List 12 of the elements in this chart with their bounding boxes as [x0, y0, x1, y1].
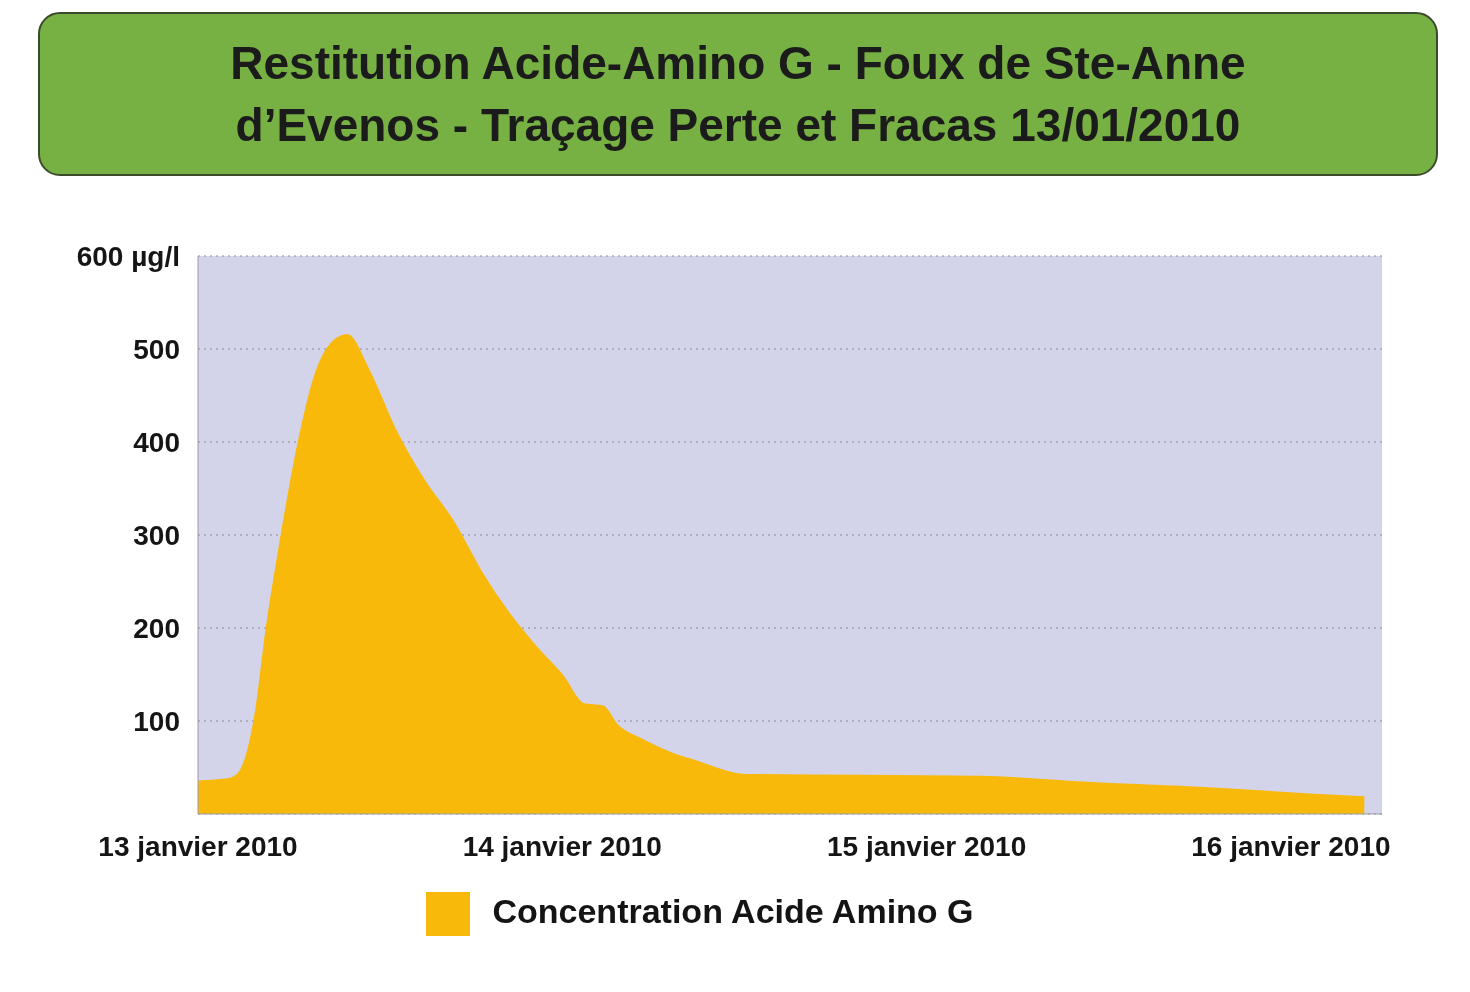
legend-label: Concentration Acide Amino G [492, 891, 974, 930]
x-tick-label: 14 janvier 2010 [462, 830, 662, 862]
y-tick-label: 300 [133, 519, 180, 551]
y-tick-label: 600 µg/l [76, 240, 180, 272]
y-tick-label: 500 [133, 333, 180, 365]
x-tick-label: 16 janvier 2010 [1191, 830, 1391, 862]
y-tick-label: 400 [133, 426, 180, 458]
chart-title: Restitution Acide-Amino G - Foux de Ste-Anne d’Evenos - Traçage Perte et Fracas 13/01/2010 [38, 12, 1438, 176]
y-tick-label: 100 [133, 705, 180, 737]
y-tick-label: 200 [133, 612, 180, 644]
x-tick-label: 13 janvier 2010 [98, 830, 298, 862]
x-tick-label: 15 janvier 2010 [826, 830, 1027, 862]
